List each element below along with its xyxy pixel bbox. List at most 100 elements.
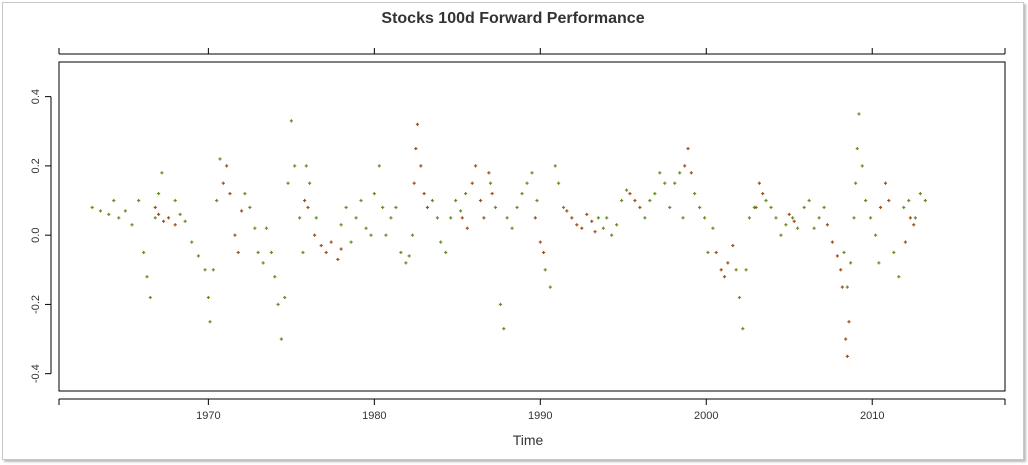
data-point-brown [840,285,844,289]
data-point-green [812,226,816,230]
data-point-green [764,198,768,203]
data-point-green [196,254,201,258]
data-point-green [203,268,207,272]
data-point-green [698,205,702,210]
data-point-green [747,216,752,220]
data-point-brown [590,219,594,223]
data-point-green [596,216,600,220]
data-point-green [653,192,657,196]
data-point-green [907,198,911,203]
data-point-green [407,254,411,258]
data-point-green [897,275,901,279]
data-point-green [505,216,509,220]
data-point-green [502,327,506,331]
data-point-green [364,226,368,230]
data-point-brown [792,219,796,223]
data-point-brown [887,198,891,203]
data-point-green [269,250,274,255]
data-point-green [842,250,846,255]
chart-title: Stocks 100d Forward Performance [381,10,644,27]
data-point-brown [878,205,883,210]
data-point-green [857,112,861,116]
data-point-brown [319,243,323,248]
data-point-green [98,209,103,213]
data-point-green [444,250,448,255]
data-point-green [454,198,458,203]
data-point-brown [683,164,687,168]
data-point-green [681,216,685,220]
data-point-green [860,164,864,168]
data-point-green [286,181,290,185]
data-point-green [553,164,557,168]
data-point-green [369,233,373,237]
data-point-green [807,198,811,203]
x-tick-label: 1970 [196,410,220,422]
data-point-green [510,226,514,230]
data-point-green [892,250,896,255]
data-point-green [137,198,141,203]
data-point-brown [538,240,542,244]
data-point-brown [425,205,430,210]
data-point-green [601,226,605,230]
data-point-brown [306,205,310,210]
data-point-brown [835,254,839,258]
data-point-brown [757,181,761,185]
data-point-green [301,250,305,255]
data-point-green [308,181,312,185]
data-point-green [399,250,403,255]
data-point-green [817,216,821,220]
data-point-brown [161,219,166,223]
data-point-green [488,181,493,185]
data-point-brown [324,250,328,255]
data-point-brown [686,146,690,151]
data-point-brown [412,181,416,185]
data-point-green [493,205,498,210]
data-point-brown [825,223,830,227]
data-point-green [620,198,624,203]
data-point-green [123,209,127,213]
data-point-green [673,181,677,185]
data-point-green [178,212,182,216]
data-point-brown [638,205,642,210]
data-point-green [276,302,280,307]
data-point-green [498,302,503,307]
data-point-brown [336,257,340,261]
data-point-brown [719,268,723,272]
data-point-brown [844,337,848,341]
data-point-brown [533,216,537,220]
data-point-green [790,216,795,220]
data-point-brown [839,268,843,272]
data-point-brown [787,212,791,216]
data-point-green [107,212,111,216]
data-point-green [145,275,149,279]
data-point-brown [490,192,494,196]
data-point-green [339,223,343,227]
data-point-green [190,240,194,244]
chart-frame: Stocks 100d Forward Performance 1970 1980… [2,2,1024,460]
data-point-green [354,216,358,220]
data-point-green [711,226,715,230]
data-point-brown [593,230,597,234]
data-point-brown [470,181,474,185]
data-point-brown [912,223,916,227]
data-point-green [525,181,529,185]
data-point-green [215,198,219,203]
data-point-green [160,171,164,175]
data-point-green [863,198,868,203]
data-point-green [779,233,783,237]
data-point-brown [312,233,317,237]
data-point-green [693,192,697,196]
data-point-green [543,268,547,272]
data-point-brown [233,233,237,237]
data-point-green [279,337,283,341]
data-point-green [668,205,672,210]
data-point-green [648,198,652,203]
data-point-green [359,198,363,203]
data-point-green [183,219,187,223]
top-axis [58,48,1006,55]
data-point-green [394,205,398,210]
data-point-green [384,233,388,237]
data-point-green [530,171,534,175]
data-point-brown [487,171,491,175]
data-point-green [643,216,647,220]
